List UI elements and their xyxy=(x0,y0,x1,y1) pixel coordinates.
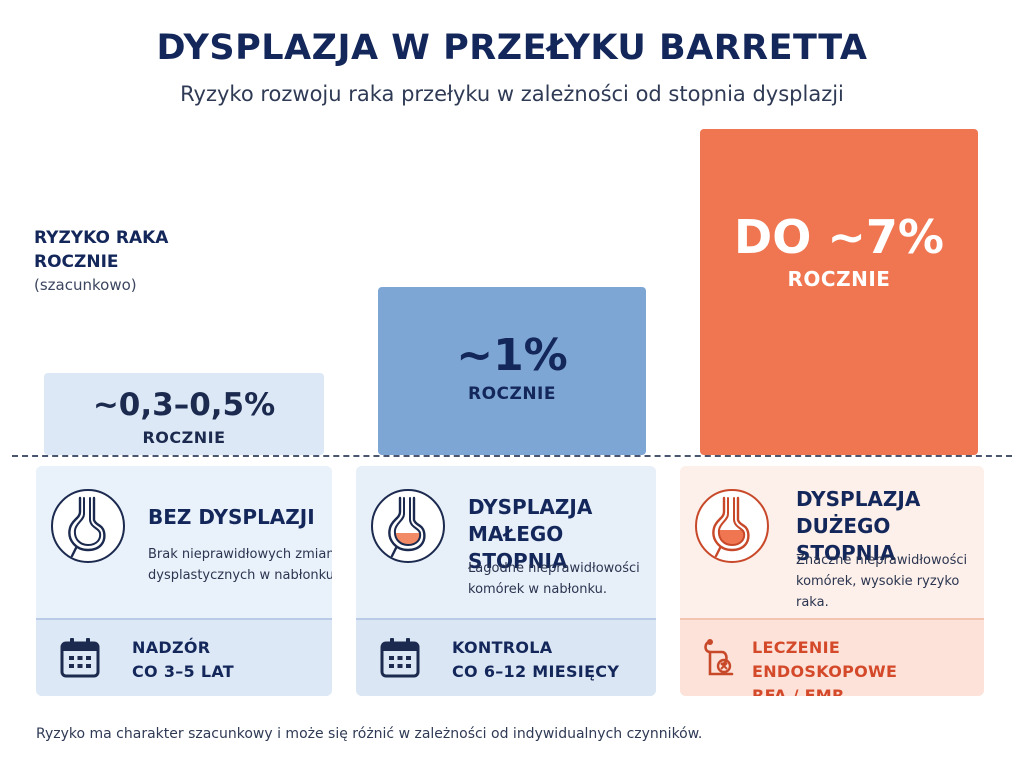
chart-title: DYSPLAZJA W PRZEŁYKU BARRETTA xyxy=(156,28,868,68)
card-title: DYSPLAZJA DUŻEGO STOPNIA xyxy=(796,486,984,567)
recommendation-text: KONTROLA CO 6–12 MIESIĘCY xyxy=(452,636,656,684)
card-desc-line3: raka. xyxy=(796,595,829,610)
recommendation-line2: CO 6–12 MIESIĘCY xyxy=(452,662,620,681)
card-title-line1: BEZ DYSPLAZJI xyxy=(148,505,315,529)
card-title: DYSPLAZJA MAŁEGO STOPNIA xyxy=(468,494,656,575)
bar-unit: ROCZNIE xyxy=(142,428,226,448)
card-title-line2: DUŻEGO STOPNIA xyxy=(796,514,896,565)
footnote: Ryzyko ma charakter szacunkowy i może si… xyxy=(36,726,703,742)
card-low-grade: DYSPLAZJA MAŁEGO STOPNIA Łagodne niepraw… xyxy=(356,466,656,696)
recommendation-text: LECZENIE ENDOSKOPOWE RFA / EMR xyxy=(752,636,980,696)
recommendation-line1: KONTROLA xyxy=(452,638,553,657)
recommendation-line2: RFA / EMR xyxy=(752,686,845,696)
bar-label-no-dysplasia: ~0,3–0,5% ROCZNIE xyxy=(44,388,324,447)
card-desc-line2: komórek w nabłonku. xyxy=(468,582,607,597)
card-desc-line2: dysplastycznych w nabłonku. xyxy=(148,568,332,583)
axis-label: RYZYKO RAKA ROCZNIE xyxy=(34,226,168,274)
recommendation-line1: LECZENIE ENDOSKOPOWE xyxy=(752,638,898,681)
calendar-icon xyxy=(60,638,100,678)
stomach-icon xyxy=(695,489,769,563)
card-description: Znaczne nieprawidłowości komórek, wysoki… xyxy=(796,550,976,613)
card-desc-line1: Łagodne nieprawidłowości xyxy=(468,561,640,576)
bar-no-dysplasia xyxy=(44,373,324,455)
stomach-icon xyxy=(51,489,125,563)
card-no-dysplasia: BEZ DYSPLAZJI Brak nieprawidłowych zmian… xyxy=(36,466,332,696)
card-title-line1: DYSPLAZJA xyxy=(796,487,921,511)
axis-label-line1: RYZYKO RAKA xyxy=(34,228,169,248)
card-title-line1: DYSPLAZJA xyxy=(468,495,593,519)
card-desc-line1: Znaczne nieprawidłowości xyxy=(796,553,968,568)
bar-value: ~1% xyxy=(456,330,568,381)
bar-label-high-grade: DO ~7% ROCZNIE xyxy=(700,212,978,291)
axis-label-line2: ROCZNIE xyxy=(34,252,119,272)
card-title: BEZ DYSPLAZJI xyxy=(148,504,332,531)
axis-note: (szacunkowo) xyxy=(34,276,137,294)
baseline-divider xyxy=(12,455,1012,457)
bar-high-grade xyxy=(700,129,978,455)
bar-value: ~0,3–0,5% xyxy=(92,387,276,423)
card-title-line2: MAŁEGO STOPNIA xyxy=(468,522,568,573)
bar-unit: ROCZNIE xyxy=(787,266,891,291)
chart-subtitle: Ryzyko rozwoju raka przełyku w zależnośc… xyxy=(180,82,844,106)
stomach-icon xyxy=(371,489,445,563)
bar-unit: ROCZNIE xyxy=(467,384,556,405)
endoscope-icon xyxy=(704,639,734,676)
card-desc-line2: komórek, wysokie ryzyko xyxy=(796,574,960,589)
bar-label-low-grade: ~1% ROCZNIE xyxy=(378,330,646,405)
card-desc-line1: Brak nieprawidłowych zmian xyxy=(148,547,332,562)
recommendation-line2: CO 3–5 LAT xyxy=(132,662,234,681)
recommendation-line1: NADZÓR xyxy=(132,638,211,657)
card-description: Brak nieprawidłowych zmian dysplastyczny… xyxy=(148,544,332,586)
recommendation-text: NADZÓR CO 3–5 LAT xyxy=(132,636,332,684)
card-high-grade: DYSPLAZJA DUŻEGO STOPNIA Znaczne niepraw… xyxy=(680,466,984,696)
bar-value: DO ~7% xyxy=(734,210,944,264)
calendar-icon xyxy=(380,638,420,678)
card-description: Łagodne nieprawidłowości komórek w nabło… xyxy=(468,558,656,600)
bar-low-grade xyxy=(378,287,646,455)
